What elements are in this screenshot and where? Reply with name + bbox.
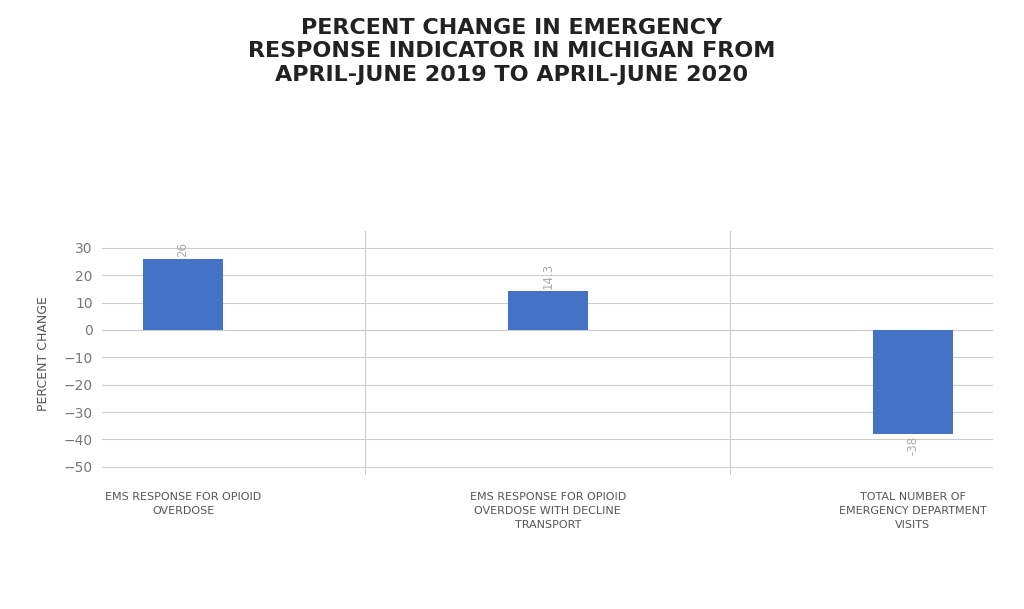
Bar [508,291,588,330]
Text: 14.3: 14.3 [542,262,554,289]
Y-axis label: PERCENT CHANGE: PERCENT CHANGE [37,296,49,410]
Text: -38: -38 [906,436,920,456]
Text: PERCENT CHANGE IN EMERGENCY
RESPONSE INDICATOR IN MICHIGAN FROM
APRIL-JUNE 2019 : PERCENT CHANGE IN EMERGENCY RESPONSE IND… [248,18,776,85]
Bar [872,330,952,434]
Text: 26: 26 [176,242,189,256]
Bar [143,259,223,330]
